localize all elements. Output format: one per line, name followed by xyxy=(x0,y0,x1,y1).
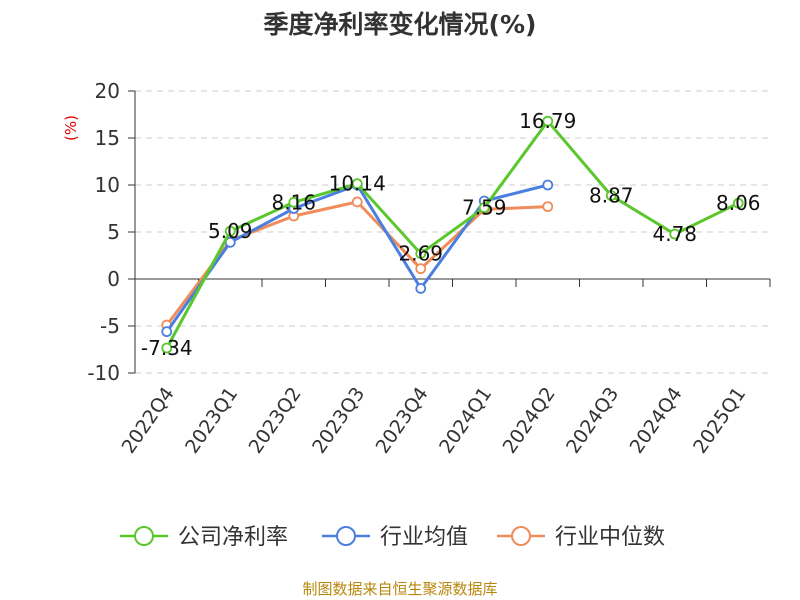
data-point xyxy=(351,178,363,190)
data-point xyxy=(669,228,681,240)
data-label: 2.69 xyxy=(398,242,443,266)
data-point xyxy=(478,202,490,214)
y-tick-label: 5 xyxy=(107,220,120,244)
data-point xyxy=(161,326,173,338)
data-label: 4.78 xyxy=(652,222,697,246)
data-point xyxy=(605,190,617,202)
x-tick-label: 2024Q1 xyxy=(435,383,496,457)
x-tick-label: 2024Q4 xyxy=(626,383,687,457)
data-labels: -7.34 5.09 8.16 10.14 2.69 7.59 16.79 8.87 4.78 8… xyxy=(141,109,761,360)
data-source-note: 制图数据来自恒生聚源数据库 xyxy=(302,580,497,598)
data-point xyxy=(161,342,173,354)
chart-title: 季度净利率变化情况(%) xyxy=(264,10,537,39)
y-tick-label: 10 xyxy=(95,173,120,197)
data-label: 7.59 xyxy=(462,196,507,220)
x-tick-label: 2023Q4 xyxy=(372,383,433,457)
x-tick-label: 2022Q4 xyxy=(118,383,179,457)
data-point xyxy=(351,196,363,208)
data-label: -7.34 xyxy=(141,336,193,360)
x-tick-label: 2024Q2 xyxy=(499,383,560,457)
x-tick-label: 2024Q3 xyxy=(562,383,623,457)
data-label: 8.87 xyxy=(589,184,634,208)
y-tick-label: 15 xyxy=(95,126,120,150)
legend: 公司净利率 行业均值 行业中位数 xyxy=(120,525,665,550)
data-point xyxy=(542,179,554,191)
legend-label: 行业中位数 xyxy=(555,525,665,550)
data-point xyxy=(288,196,300,208)
data-point xyxy=(415,282,427,294)
data-point xyxy=(415,248,427,260)
data-point xyxy=(415,263,427,275)
series-line xyxy=(165,119,739,349)
legend-marker xyxy=(134,526,154,546)
x-tick-label: 2023Q2 xyxy=(245,383,306,457)
x-tick-label: 2023Q3 xyxy=(308,383,369,457)
y-tick-label: 0 xyxy=(107,267,120,291)
y-tick-label: -5 xyxy=(100,314,120,338)
legend-marker xyxy=(511,526,531,546)
data-point xyxy=(732,197,744,209)
data-label: 8.16 xyxy=(271,190,316,214)
y-tick-label: -10 xyxy=(87,361,120,385)
y-tick-label: 20 xyxy=(95,79,120,103)
data-label: 16.79 xyxy=(519,109,576,133)
data-point xyxy=(542,201,554,213)
legend-label: 公司净利率 xyxy=(178,525,288,550)
data-point xyxy=(224,225,236,237)
x-tick-label: 2023Q1 xyxy=(181,383,242,457)
legend-label: 行业均值 xyxy=(380,525,468,550)
x-tick-label: 2025Q1 xyxy=(689,383,750,457)
data-point xyxy=(542,115,554,127)
data-label: 5.09 xyxy=(208,219,253,243)
grid-lines xyxy=(135,90,770,374)
data-label: 10.14 xyxy=(329,172,386,196)
series-lines xyxy=(161,115,744,354)
data-label: 8.06 xyxy=(716,191,761,215)
legend-marker xyxy=(336,526,356,546)
y-axis-unit-label: (%) xyxy=(62,115,80,141)
